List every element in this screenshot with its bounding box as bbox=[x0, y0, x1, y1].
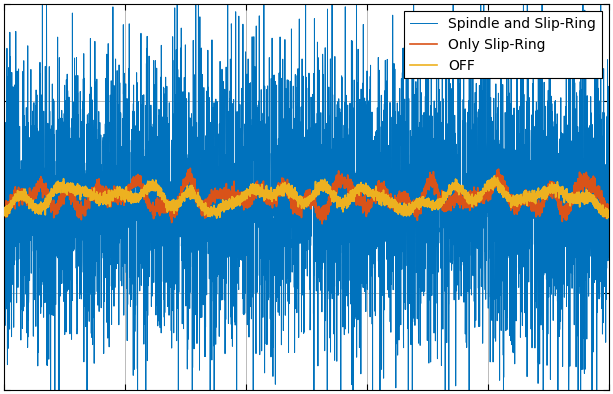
Line: Spindle and Slip-Ring: Spindle and Slip-Ring bbox=[4, 0, 609, 394]
Line: Only Slip-Ring: Only Slip-Ring bbox=[4, 168, 609, 224]
Spindle and Slip-Ring bbox=[452, 177, 459, 182]
Spindle and Slip-Ring bbox=[394, 206, 401, 211]
Only Slip-Ring bbox=[1, 207, 8, 212]
Legend: Spindle and Slip-Ring, Only Slip-Ring, OFF: Spindle and Slip-Ring, Only Slip-Ring, O… bbox=[404, 11, 602, 78]
Only Slip-Ring bbox=[186, 166, 194, 171]
Only Slip-Ring bbox=[319, 221, 326, 226]
OFF bbox=[394, 206, 401, 211]
Line: OFF: OFF bbox=[4, 176, 609, 219]
Only Slip-Ring bbox=[364, 203, 371, 208]
Only Slip-Ring bbox=[498, 176, 505, 181]
OFF bbox=[110, 190, 118, 195]
OFF bbox=[605, 209, 612, 214]
Spindle and Slip-Ring bbox=[605, 255, 612, 260]
Only Slip-Ring bbox=[452, 191, 459, 196]
OFF bbox=[1, 212, 8, 216]
Only Slip-Ring bbox=[232, 191, 239, 195]
Only Slip-Ring bbox=[394, 197, 402, 202]
Spindle and Slip-Ring bbox=[232, 192, 239, 197]
Spindle and Slip-Ring bbox=[1, 71, 8, 76]
OFF bbox=[490, 173, 498, 178]
OFF bbox=[498, 182, 505, 187]
Only Slip-Ring bbox=[110, 194, 118, 199]
OFF bbox=[232, 201, 239, 205]
Only Slip-Ring bbox=[605, 212, 612, 217]
Spindle and Slip-Ring bbox=[498, 236, 505, 241]
OFF bbox=[363, 185, 370, 190]
Spindle and Slip-Ring bbox=[110, 304, 118, 309]
OFF bbox=[603, 216, 611, 221]
OFF bbox=[452, 180, 459, 185]
Spindle and Slip-Ring bbox=[364, 182, 371, 187]
